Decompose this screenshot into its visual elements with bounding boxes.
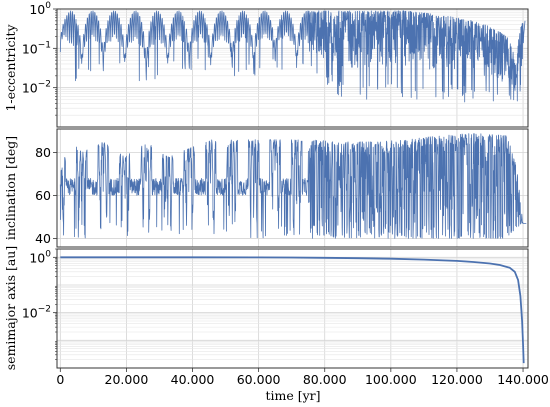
x-tick-labels: 0 20.000 40.000 60.000 80.000 100.000 120.000 1…	[56, 368, 549, 387]
ylabel-semimajor-axis: semimajor axis [au]	[3, 246, 18, 370]
y-ticks: 40 60 80	[35, 145, 57, 246]
ylabel-inclination: inclination [deg]	[3, 136, 18, 240]
y-tick-label: 40	[35, 231, 51, 246]
x-tick-label: 0	[56, 372, 64, 387]
panel-eccentricity: 100 10−1 10−2	[22, 1, 529, 128]
x-tick-label: 140.000	[497, 372, 549, 387]
y-ticks: 100 10−2	[22, 248, 57, 360]
y-tick-label: 10−1	[22, 40, 51, 56]
axes-frame	[56, 8, 529, 128]
x-tick-label: 60.000	[237, 372, 281, 387]
y-tick-label: 100	[29, 249, 51, 265]
x-tick-label: 80.000	[303, 372, 347, 387]
series-line	[59, 10, 526, 103]
series-line	[60, 256, 525, 364]
x-tick-label: 40.000	[171, 372, 215, 387]
panel-semimajor-axis: 100 10−2	[22, 248, 529, 369]
axes-frame	[56, 128, 529, 248]
grid	[57, 248, 528, 369]
ylabel-eccentricity: 1-eccentricity	[3, 24, 18, 112]
x-tick-label: 120.000	[431, 372, 483, 387]
y-tick-label: 100	[29, 1, 51, 17]
y-tick-label: 60	[35, 188, 51, 203]
y-tick-label: 10−2	[22, 305, 51, 321]
panel-inclination: 40 60 80	[35, 128, 529, 248]
y-tick-label: 80	[35, 145, 51, 160]
x-tick-label: 100.000	[365, 372, 417, 387]
x-tick-label: 20.000	[105, 372, 149, 387]
series-line	[59, 133, 527, 239]
y-tick-label: 10−2	[22, 80, 51, 96]
y-ticks: 100 10−1 10−2	[22, 1, 57, 116]
axes-frame	[56, 248, 529, 369]
xlabel: time [yr]	[265, 388, 320, 403]
